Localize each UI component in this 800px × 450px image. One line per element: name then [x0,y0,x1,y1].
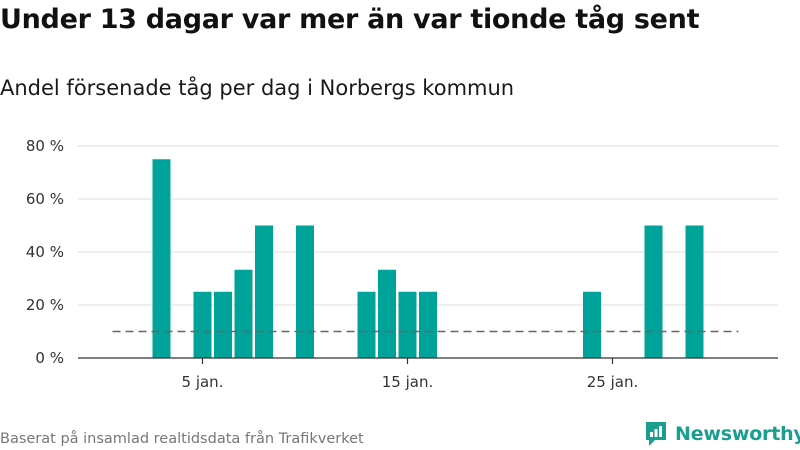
newsworthy-logo: Newsworthy [644,419,800,449]
x-tick-label: 25 jan. [587,373,639,391]
bar [419,291,437,358]
x-tick-label: 5 jan. [182,373,224,391]
grid-lines [78,145,778,306]
chart-subtitle: Andel försenade tåg per dag i Norbergs k… [0,76,515,100]
y-tick-label: 0 % [35,349,64,367]
x-axis-labels: 5 jan. 15 jan. 25 jan. [182,358,639,391]
bar [357,291,376,358]
source-note: Baserat på insamlad realtidsdata från Tr… [0,431,364,447]
bar [685,225,704,358]
y-tick-label: 60 % [26,190,64,208]
chart-title: Under 13 dagar var mer än var tionde tåg… [0,4,700,35]
newsworthy-logo-icon [646,422,666,446]
x-tick-label: 15 jan. [382,373,434,391]
bar [583,291,601,358]
bar [234,269,253,358]
y-axis-labels: 0 % 20 % 40 % 60 % 80 % [26,137,64,367]
y-tick-label: 80 % [26,137,64,155]
brand-name: Newsworthy [675,423,800,445]
bar-chart: 0 % 20 % 40 % 60 % 80 % 5 jan. 15 jan. 25 jan. [26,137,778,391]
bar [193,291,212,358]
bar [378,269,396,358]
bar [214,291,232,358]
y-tick-label: 20 % [26,296,64,314]
bar [644,225,663,358]
bars [152,159,704,358]
y-tick-label: 40 % [26,243,64,261]
bar [152,159,171,358]
bar [255,225,273,358]
bar [398,291,417,358]
bar [296,225,314,358]
